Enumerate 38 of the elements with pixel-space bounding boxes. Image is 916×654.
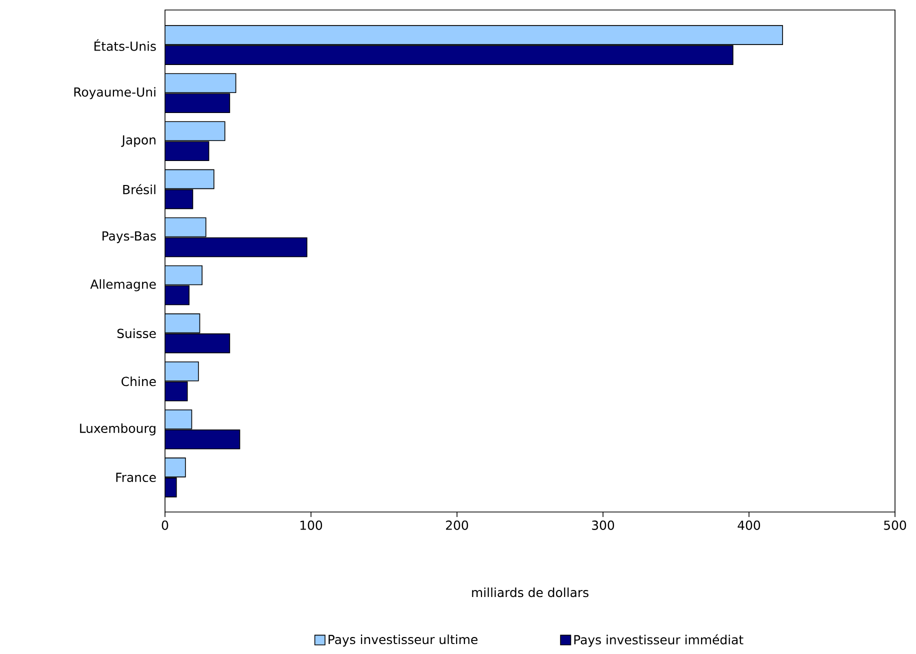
bar: [165, 73, 236, 94]
bar: [165, 333, 230, 354]
bar: [165, 429, 240, 450]
bar: [165, 265, 202, 286]
y-tick-label: Allemagne: [90, 279, 156, 292]
bar: [165, 361, 199, 382]
bar: [165, 381, 188, 402]
bar: [165, 121, 226, 142]
x-tick-label: 400: [738, 520, 760, 530]
x-tick-label: 500: [884, 520, 906, 530]
bar: [165, 409, 192, 430]
y-tick-label: Luxembourg: [80, 423, 156, 436]
bar: [165, 189, 194, 210]
bar: [165, 169, 214, 190]
bar: [165, 141, 210, 162]
bar: [165, 93, 230, 114]
y-tick-label: Suisse: [117, 328, 156, 338]
bar: [165, 285, 190, 306]
y-tick-label: France: [116, 472, 156, 482]
x-tick-label: 300: [592, 520, 614, 530]
y-tick-label: États-Unis: [94, 39, 156, 51]
bar: [165, 458, 186, 478]
legend-label: Pays investisseur ultime: [328, 634, 478, 647]
bar: [165, 45, 734, 65]
x-tick-label: 0: [162, 520, 168, 530]
bar: [165, 237, 308, 258]
legend-label: Pays investisseur immédiat: [574, 634, 744, 647]
y-tick-label: Pays-Bas: [102, 231, 156, 244]
bar: [165, 313, 200, 334]
x-tick-label: 200: [446, 520, 468, 530]
bar: [165, 217, 206, 238]
bar: [165, 25, 783, 45]
x-tick-label: 100: [300, 520, 322, 530]
y-tick-label: Japon: [121, 135, 156, 147]
y-tick-label: Royaume-Uni: [74, 87, 156, 100]
x-axis-title: milliards de dollars: [472, 588, 588, 598]
y-tick-label: Brésil: [123, 184, 156, 194]
y-tick-label: Chine: [122, 376, 156, 386]
